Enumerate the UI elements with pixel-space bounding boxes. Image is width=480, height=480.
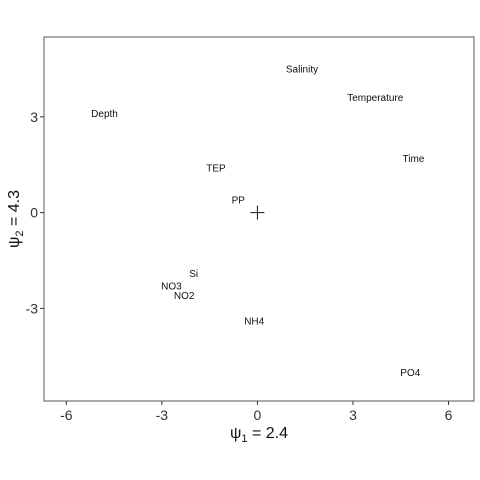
x-tick-label: -6 xyxy=(60,407,73,423)
y-tick-label: 3 xyxy=(30,109,38,125)
point-label-temperature: Temperature xyxy=(347,93,404,104)
point-label-tep: TEP xyxy=(206,163,226,174)
x-axis-title-subscript: 1 xyxy=(241,433,247,445)
point-label-no3: NO3 xyxy=(161,282,182,293)
y-axis-title: ψ2 = 4.3 xyxy=(6,190,26,248)
point-label-nh4: NH4 xyxy=(244,317,264,328)
point-label-depth: Depth xyxy=(91,109,118,120)
y-tick-label: 0 xyxy=(30,205,38,221)
x-axis-title-symbol: ψ xyxy=(230,425,241,442)
point-label-pp: PP xyxy=(232,195,246,206)
point-labels: Salinity Temperature Depth Time TEP PP Si NO3NO… xyxy=(91,64,425,378)
y-tick-label: -3 xyxy=(26,300,39,316)
point-label-time: Time xyxy=(403,154,425,165)
y-axis-title-rest: = 4.3 xyxy=(6,190,23,231)
x-tick-label: -3 xyxy=(156,407,169,423)
x-tick-label: 3 xyxy=(349,407,357,423)
point-label-po4: PO4 xyxy=(400,368,420,379)
plot-panel xyxy=(43,36,475,402)
x-axis-title-rest: = 2.4 xyxy=(248,425,289,442)
y-axis-title-symbol: ψ xyxy=(6,237,23,248)
y-axis-title-subscript: 2 xyxy=(14,230,26,236)
x-tick-label: 0 xyxy=(254,407,262,423)
x-axis-ticks: -6 -3 0 3 6 xyxy=(60,401,453,423)
point-label-salinity: Salinity xyxy=(286,64,318,75)
point-label-si: Si xyxy=(189,269,198,280)
y-axis-ticks: -3 0 3 xyxy=(26,109,44,316)
point-label-no2: NO2 xyxy=(174,291,195,302)
origin-marker xyxy=(250,205,265,220)
x-tick-label: 6 xyxy=(445,407,453,423)
x-axis-title: ψ1 = 2.4 xyxy=(230,425,288,445)
